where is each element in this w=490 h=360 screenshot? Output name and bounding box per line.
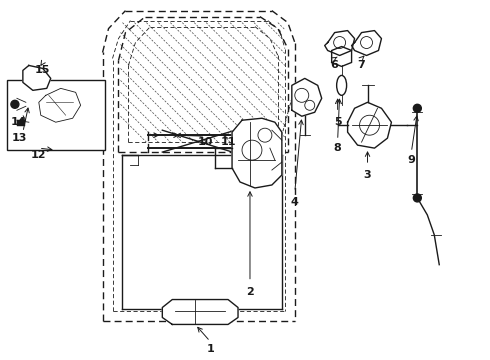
Text: 7: 7: [358, 60, 366, 71]
Text: 4: 4: [291, 197, 299, 207]
Text: 2: 2: [246, 287, 254, 297]
Text: 6: 6: [331, 60, 339, 71]
Polygon shape: [23, 66, 51, 90]
Text: 10: 10: [197, 137, 213, 147]
Bar: [7, 80, 104, 150]
Polygon shape: [347, 102, 392, 148]
Polygon shape: [332, 46, 352, 67]
Text: 13: 13: [11, 133, 26, 143]
Bar: [17, 120, 25, 126]
Text: 15: 15: [35, 66, 50, 76]
Circle shape: [414, 194, 421, 202]
Polygon shape: [39, 88, 81, 122]
Circle shape: [414, 104, 421, 112]
Polygon shape: [325, 31, 355, 55]
Text: 14: 14: [11, 117, 26, 127]
Polygon shape: [232, 118, 282, 188]
Text: 9: 9: [407, 155, 416, 165]
Ellipse shape: [337, 75, 346, 95]
Text: 1: 1: [206, 345, 214, 354]
Text: 12: 12: [31, 150, 47, 160]
Text: 8: 8: [334, 143, 342, 153]
Polygon shape: [352, 31, 382, 55]
Text: 5: 5: [334, 117, 342, 127]
Circle shape: [11, 100, 19, 108]
Polygon shape: [292, 78, 322, 116]
Polygon shape: [162, 300, 238, 324]
Text: 3: 3: [364, 170, 371, 180]
Text: 11: 11: [220, 137, 236, 147]
